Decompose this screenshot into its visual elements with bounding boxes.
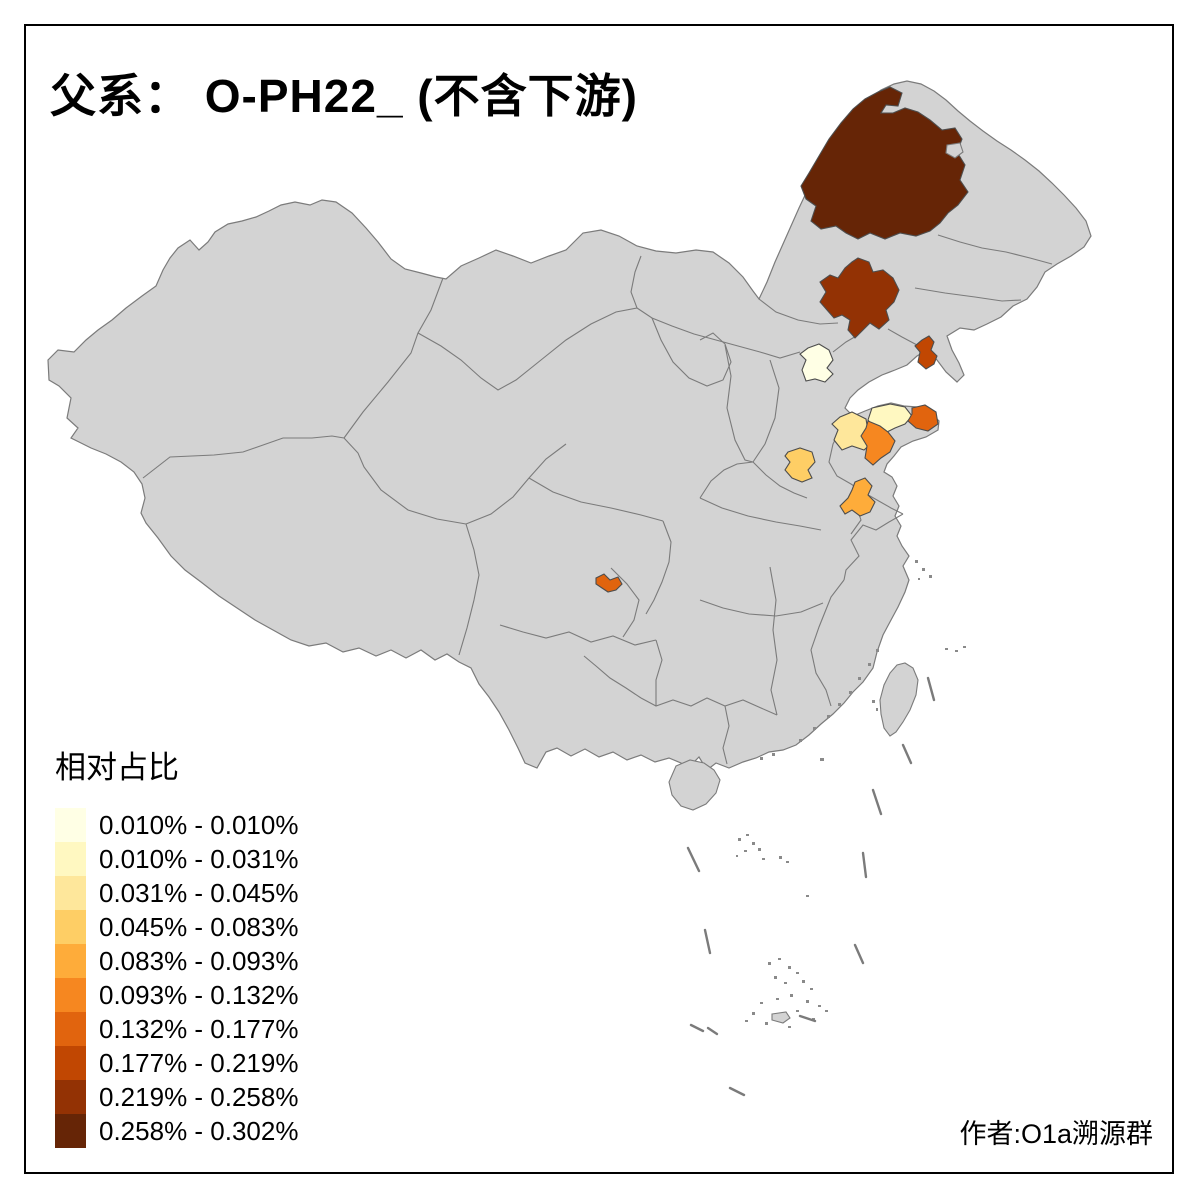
choropleth-regions [595,86,969,593]
legend-swatch [55,1114,86,1148]
region-hulunbuir [800,86,969,240]
province-borders [142,234,1053,765]
legend-title: 相对占比 [55,750,179,785]
legend-row: 0.083% - 0.093% [55,944,298,978]
nine-dash-line [686,676,936,1097]
taiwan-island [879,662,919,737]
legend-swatch [55,910,86,944]
plot-frame [24,24,1174,1174]
legend-swatch [55,978,86,1012]
legend-row: 0.031% - 0.045% [55,876,298,910]
legend-label: 0.045% - 0.083% [99,911,299,942]
legend-row: 0.093% - 0.132% [55,978,298,1012]
legend-row: 0.219% - 0.258% [55,1080,298,1114]
author-credit: 作者:O1a溯源群 [959,1119,1153,1149]
legend-swatch [55,842,86,876]
legend-row: 0.045% - 0.083% [55,910,298,944]
map-title: 父系： O-PH22_ (不含下游) [50,70,638,122]
region-chifeng [819,257,900,339]
legend-swatch [55,876,86,910]
legend-label: 0.010% - 0.010% [99,809,299,840]
legend-label: 0.031% - 0.045% [99,877,299,908]
region-north-jiangsu [839,477,876,517]
legend-label: 0.093% - 0.132% [99,979,299,1010]
region-qingdao [860,420,896,466]
region-hulunbuir-enclave [945,142,964,159]
legend-label: 0.083% - 0.093% [99,945,299,976]
china-mainland [47,80,1092,777]
legend-label: 0.219% - 0.258% [99,1081,299,1112]
legend-row: 0.177% - 0.219% [55,1046,298,1080]
legend-row: 0.010% - 0.031% [55,842,298,876]
region-beijing [799,343,834,383]
legend-row: 0.010% - 0.010% [55,808,298,842]
islands [668,560,966,1028]
legend-label: 0.177% - 0.219% [99,1047,299,1078]
region-liaoning-coast [914,335,938,370]
legend-swatch [55,808,86,842]
region-central-sichuan [595,573,623,593]
region-southwest-shandong [784,447,816,483]
legend-label: 0.132% - 0.177% [99,1013,299,1044]
legend: 相对占比 0.010% - 0.010% 0.010% - 0.031% 0.0… [55,742,298,1148]
legend-row: 0.258% - 0.302% [55,1114,298,1148]
south-china-sea-island [771,1011,791,1024]
hainan-island [668,759,721,811]
legend-row: 0.132% - 0.177% [55,1012,298,1046]
legend-swatch [55,1046,86,1080]
legend-label: 0.258% - 0.302% [99,1115,299,1146]
small-island-specks [736,560,966,1028]
legend-label: 0.010% - 0.031% [99,843,299,874]
legend-swatch [55,1080,86,1114]
legend-swatch [55,944,86,978]
legend-swatch [55,1012,86,1046]
region-weihai [907,404,939,432]
